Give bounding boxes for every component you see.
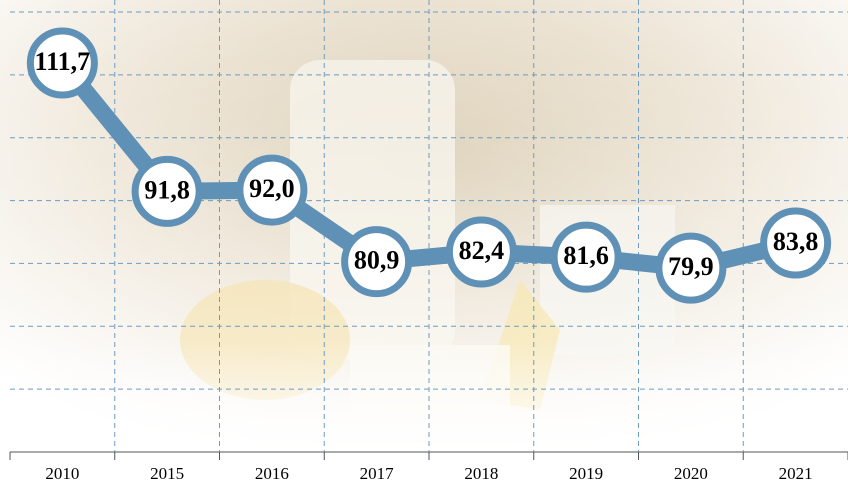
point bbox=[26, 27, 98, 99]
x-tick-label: 2017 bbox=[360, 464, 395, 483]
point bbox=[655, 232, 727, 304]
x-tick-label: 2010 bbox=[45, 464, 79, 483]
value-label: 83,8 bbox=[773, 227, 819, 256]
x-tick-label: 2020 bbox=[674, 464, 708, 483]
x-tick-label: 2019 bbox=[569, 464, 603, 483]
point bbox=[341, 226, 413, 298]
point bbox=[131, 155, 203, 227]
x-tick-label: 2016 bbox=[255, 464, 289, 483]
value-label: 111,7 bbox=[35, 47, 91, 76]
point bbox=[236, 154, 308, 226]
value-label: 81,6 bbox=[563, 241, 609, 270]
point bbox=[550, 221, 622, 293]
value-label: 79,9 bbox=[668, 252, 714, 281]
point bbox=[760, 207, 832, 279]
point bbox=[445, 216, 517, 288]
value-label: 92,0 bbox=[249, 174, 295, 203]
value-label: 91,8 bbox=[144, 175, 190, 204]
x-tick-label: 2015 bbox=[150, 464, 184, 483]
fade bbox=[0, 0, 848, 455]
x-tick-label: 2018 bbox=[464, 464, 498, 483]
value-label: 82,4 bbox=[459, 236, 505, 265]
value-label: 80,9 bbox=[354, 246, 400, 275]
x-tick-label: 2021 bbox=[779, 464, 813, 483]
